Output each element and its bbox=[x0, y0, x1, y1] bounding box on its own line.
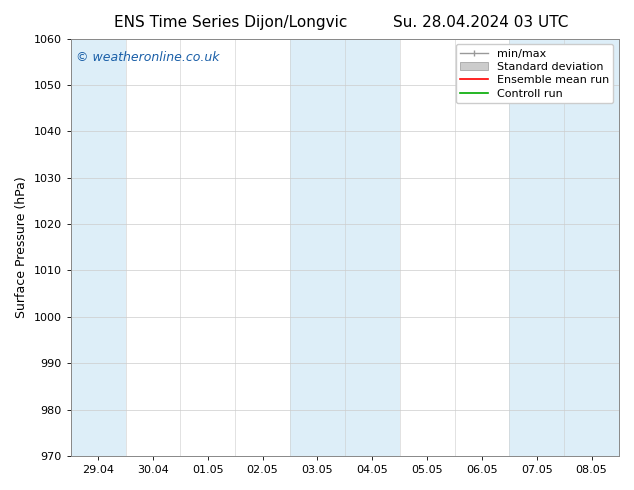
Y-axis label: Surface Pressure (hPa): Surface Pressure (hPa) bbox=[15, 176, 28, 318]
Bar bbox=[290, 39, 345, 456]
Bar bbox=[564, 39, 619, 456]
Bar bbox=[71, 39, 126, 456]
Bar bbox=[345, 39, 399, 456]
Legend: min/max, Standard deviation, Ensemble mean run, Controll run: min/max, Standard deviation, Ensemble me… bbox=[456, 44, 614, 103]
Text: © weatheronline.co.uk: © weatheronline.co.uk bbox=[76, 51, 220, 64]
Bar bbox=[509, 39, 564, 456]
Text: Su. 28.04.2024 03 UTC: Su. 28.04.2024 03 UTC bbox=[393, 15, 569, 30]
Text: ENS Time Series Dijon/Longvic: ENS Time Series Dijon/Longvic bbox=[114, 15, 347, 30]
